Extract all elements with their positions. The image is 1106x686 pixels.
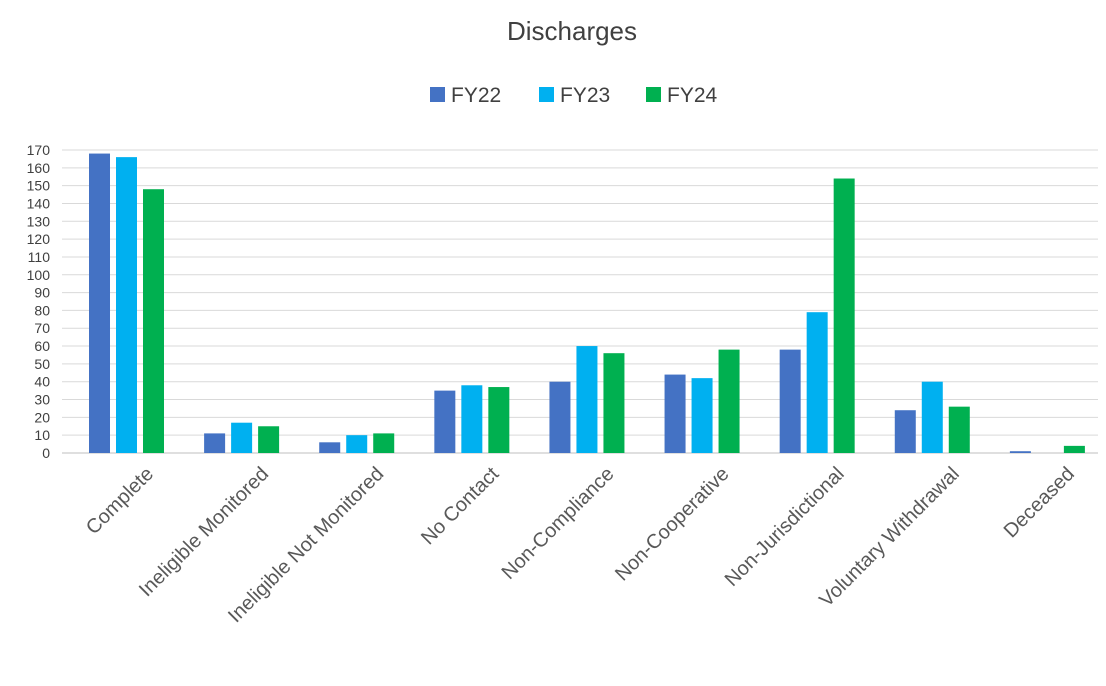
chart-title: Discharges — [507, 16, 637, 46]
bar-fy23-6 — [806, 312, 828, 453]
y-tick-label: 60 — [34, 338, 50, 354]
bar-fy23-1 — [231, 422, 253, 453]
legend-swatch-fy23 — [539, 87, 554, 102]
x-category-label: Non-Cooperative — [611, 463, 733, 585]
bar-fy24-5 — [718, 349, 740, 453]
y-tick-label: 90 — [34, 285, 50, 301]
bar-fy22-3 — [434, 390, 456, 453]
x-category-label: Ineligible Monitored — [135, 463, 273, 601]
y-tick-label: 120 — [27, 231, 51, 247]
y-tick-label: 20 — [34, 409, 50, 425]
bar-fy24-1 — [258, 426, 280, 453]
bar-fy23-2 — [346, 435, 368, 453]
bar-fy24-4 — [603, 353, 625, 453]
y-tick-label: 110 — [28, 249, 51, 265]
y-tick-label: 70 — [34, 320, 50, 336]
bar-fy22-6 — [779, 349, 801, 453]
bar-fy24-2 — [373, 433, 395, 453]
y-tick-label: 80 — [34, 302, 50, 318]
bar-fy22-5 — [664, 374, 686, 453]
bar-fy22-0 — [89, 153, 110, 454]
bar-fy23-3 — [461, 385, 483, 453]
bar-fy24-0 — [143, 189, 164, 453]
bar-fy24-8 — [1063, 445, 1085, 453]
x-category-label: Deceased — [1000, 463, 1079, 542]
y-tick-label: 160 — [27, 160, 51, 176]
bars — [89, 153, 1085, 454]
bar-fy24-6 — [833, 178, 855, 454]
y-tick-label: 0 — [42, 445, 50, 461]
bar-fy24-3 — [488, 387, 510, 453]
y-tick-label: 40 — [34, 374, 50, 390]
gridlines — [62, 149, 1098, 454]
bar-fy23-4 — [576, 346, 598, 453]
y-tick-label: 170 — [27, 142, 51, 158]
legend-label-fy23: FY23 — [560, 84, 610, 107]
bar-fy23-0 — [116, 157, 137, 454]
bar-fy23-7 — [921, 381, 943, 453]
x-category-label: Complete — [82, 463, 158, 539]
legend: FY22 FY23 FY24 — [430, 84, 718, 107]
bar-fy22-4 — [549, 381, 571, 453]
y-tick-label: 10 — [34, 427, 50, 443]
x-category-label: No Contact — [417, 463, 504, 550]
bar-fy22-2 — [319, 442, 341, 453]
legend-swatch-fy24 — [646, 87, 661, 102]
x-category-label: Non-Jurisdictional — [721, 463, 849, 591]
y-tick-label: 100 — [27, 267, 51, 283]
x-category-label: Non-Compliance — [498, 463, 619, 584]
bar-fy22-8 — [1009, 451, 1031, 453]
legend-label-fy24: FY24 — [667, 84, 718, 107]
bar-fy22-7 — [894, 410, 916, 453]
y-axis-ticks: 0102030405060708090100110120130140150160… — [27, 142, 51, 461]
bar-fy22-1 — [204, 433, 226, 453]
y-tick-label: 130 — [27, 213, 51, 229]
legend-swatch-fy22 — [430, 87, 445, 102]
bar-fy23-5 — [691, 378, 713, 453]
y-tick-label: 50 — [34, 356, 50, 372]
bar-fy24-7 — [948, 406, 970, 453]
y-tick-label: 140 — [27, 195, 51, 211]
y-tick-label: 150 — [27, 178, 51, 194]
y-tick-label: 30 — [34, 392, 50, 408]
legend-label-fy22: FY22 — [451, 84, 501, 107]
